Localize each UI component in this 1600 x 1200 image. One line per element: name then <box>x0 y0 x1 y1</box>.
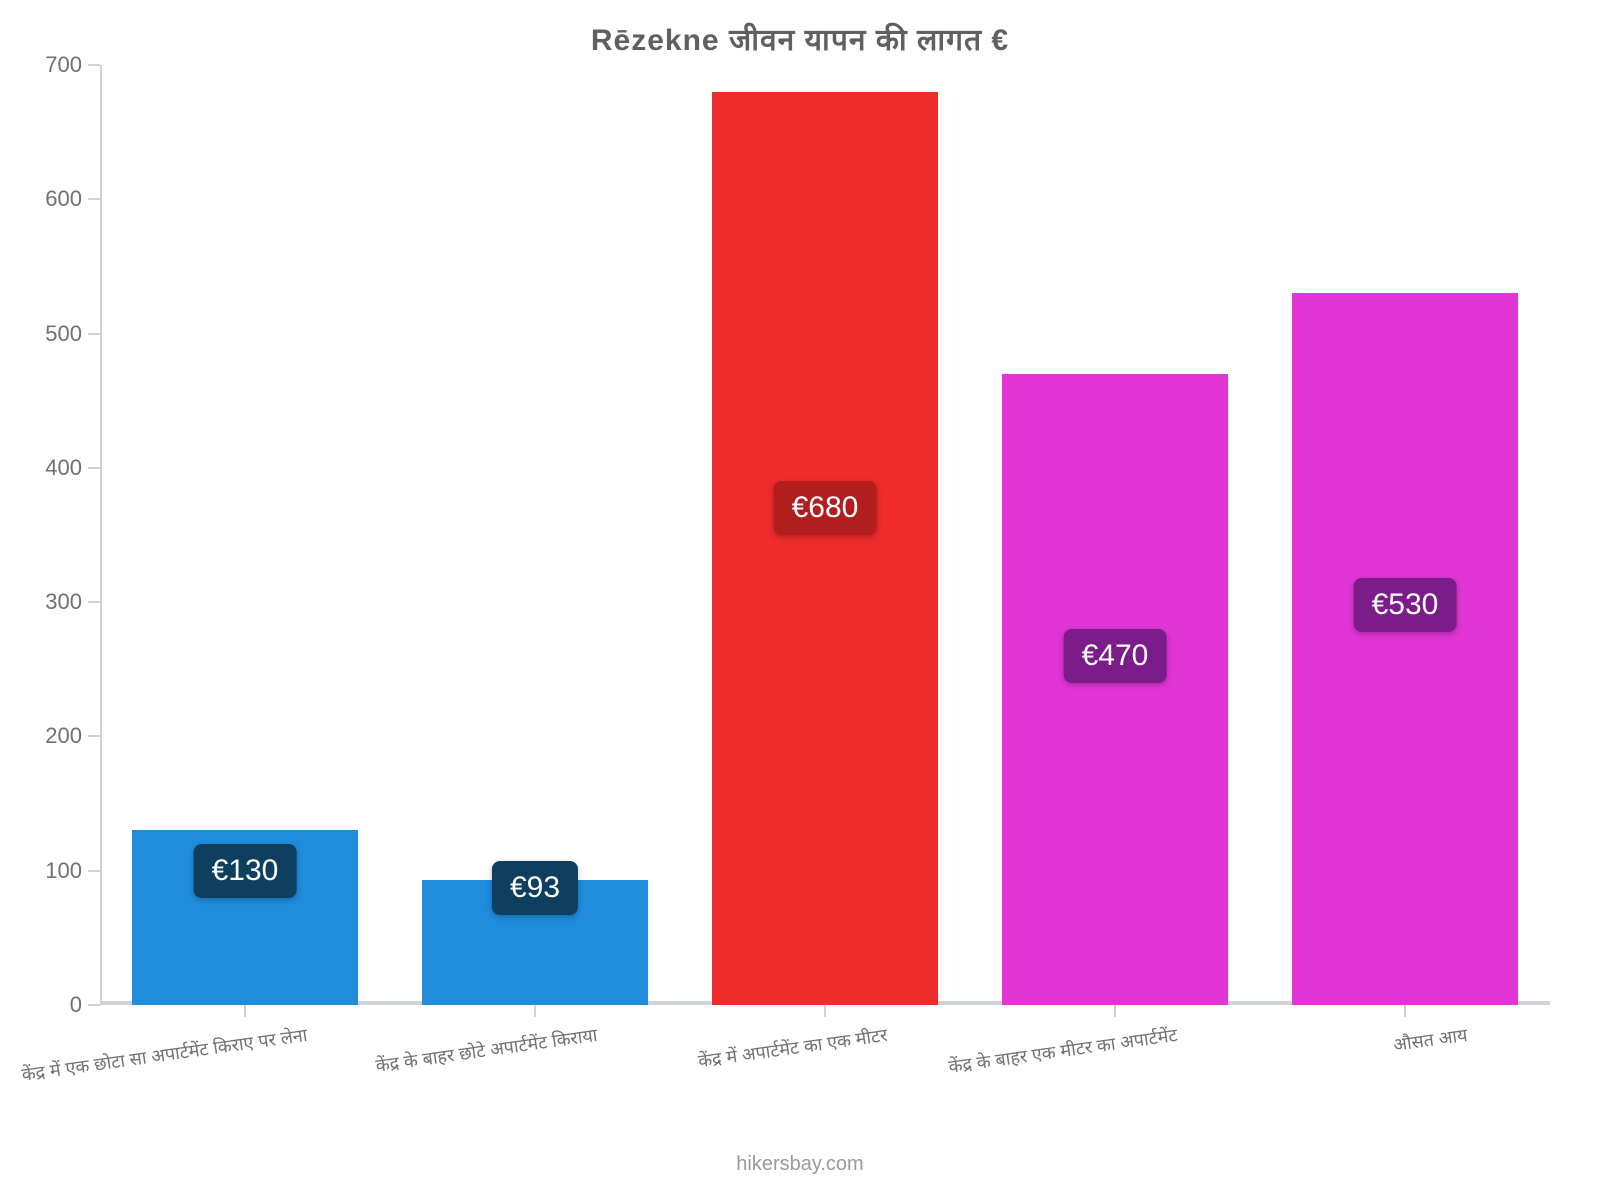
x-tick <box>1114 1005 1116 1017</box>
bar-value-label: €680 <box>774 481 877 535</box>
y-tick-label: 600 <box>45 186 100 212</box>
x-tick <box>824 1005 826 1017</box>
y-tick-label: 700 <box>45 52 100 78</box>
bar-value-label: €470 <box>1064 629 1167 683</box>
y-tick-label: 300 <box>45 589 100 615</box>
bar <box>1002 374 1228 1005</box>
bar <box>1292 293 1518 1005</box>
cost-of-living-chart: Rēzekne जीवन यापन की लागत € 010020030040… <box>0 0 1600 1200</box>
x-tick-label: केंद्र में एक छोटा सा अपार्टमेंट किराए प… <box>20 1019 309 1087</box>
y-tick-label: 0 <box>70 992 100 1018</box>
x-tick-label: केंद्र के बाहर एक मीटर का अपार्टमेंट <box>946 1019 1178 1079</box>
y-tick-label: 500 <box>45 321 100 347</box>
chart-title: Rēzekne जीवन यापन की लागत € <box>0 18 1600 59</box>
bar-value-label: €93 <box>492 861 578 915</box>
x-tick <box>1404 1005 1406 1017</box>
x-tick-label: औसत आय <box>1391 1019 1469 1057</box>
credit-text: hikersbay.com <box>0 1153 1600 1176</box>
x-tick <box>534 1005 536 1017</box>
y-tick-label: 200 <box>45 723 100 749</box>
y-tick-label: 400 <box>45 455 100 481</box>
x-tick-label: केंद्र में अपार्टमेंट का एक मीटर <box>696 1019 889 1073</box>
bar <box>712 92 938 1005</box>
y-tick-label: 100 <box>45 858 100 884</box>
x-tick-label: केंद्र के बाहर छोटे अपार्टमेंट किराया <box>374 1019 599 1078</box>
plot-area: 0100200300400500600700€130केंद्र में एक … <box>100 65 1550 1005</box>
bar-value-label: €530 <box>1354 578 1457 632</box>
x-tick <box>244 1005 246 1017</box>
y-axis <box>100 65 102 1005</box>
bar-value-label: €130 <box>194 844 297 898</box>
